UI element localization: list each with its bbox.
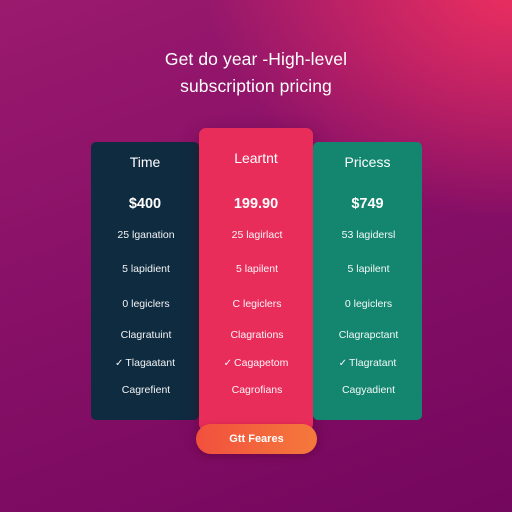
plan-feature: 0 legiclers xyxy=(344,298,393,310)
plan-feature: ✓ Tlagratant xyxy=(338,357,397,369)
plan-feature: 5 lapilent xyxy=(347,263,390,275)
plan-card-pricess[interactable]: Pricess $749 53 lagidersl 5 lapilent 0 l… xyxy=(313,142,422,420)
plan-card-leartnt[interactable]: Leartnt 199.90 25 lagirlact 5 lapilent C… xyxy=(199,128,313,431)
plan-feature: Cagrefient xyxy=(121,384,171,396)
plan-feature: 5 lapidient xyxy=(122,263,170,275)
plan-feature: 5 lapilent xyxy=(235,263,279,275)
check-icon: ✓ xyxy=(114,358,124,369)
plan-feature: 25 lganation xyxy=(117,229,175,241)
page-headline: Get do year -High-level subscription pri… xyxy=(0,46,512,100)
check-icon: ✓ xyxy=(338,358,348,369)
plan-feature: Clagrations xyxy=(230,329,284,341)
get-features-button[interactable]: Gtt Feares xyxy=(196,424,317,454)
plan-card-time[interactable]: Time $400 25 lganation 5 lapidient 0 leg… xyxy=(91,142,199,420)
plan-price: $749 xyxy=(351,196,384,212)
plan-feature: Cagyadient xyxy=(341,384,396,396)
plan-feature: Cagrofians xyxy=(231,384,283,396)
plan-feature: ✓ Cagapetom xyxy=(223,357,289,369)
plan-feature: Clagratuint xyxy=(120,329,172,341)
plan-price: 199.90 xyxy=(233,196,279,212)
plan-name: Leartnt xyxy=(234,150,278,166)
check-icon: ✓ xyxy=(223,358,233,369)
headline-line-1: Get do year -High-level xyxy=(164,49,348,69)
plan-feature: 0 legiclers xyxy=(122,298,170,310)
plan-feature: 53 lagidersl xyxy=(341,229,396,241)
plan-feature: 25 lagirlact xyxy=(231,229,283,241)
plan-name: Pricess xyxy=(344,154,391,170)
headline-line-2: subscription pricing xyxy=(180,76,332,96)
plan-feature: C legiclers xyxy=(232,298,282,310)
plan-price: $400 xyxy=(128,196,162,212)
plan-feature: Clagrapctant xyxy=(338,329,399,341)
plan-name: Time xyxy=(129,154,161,170)
plan-feature: ✓ Tlagaatant xyxy=(114,357,175,369)
